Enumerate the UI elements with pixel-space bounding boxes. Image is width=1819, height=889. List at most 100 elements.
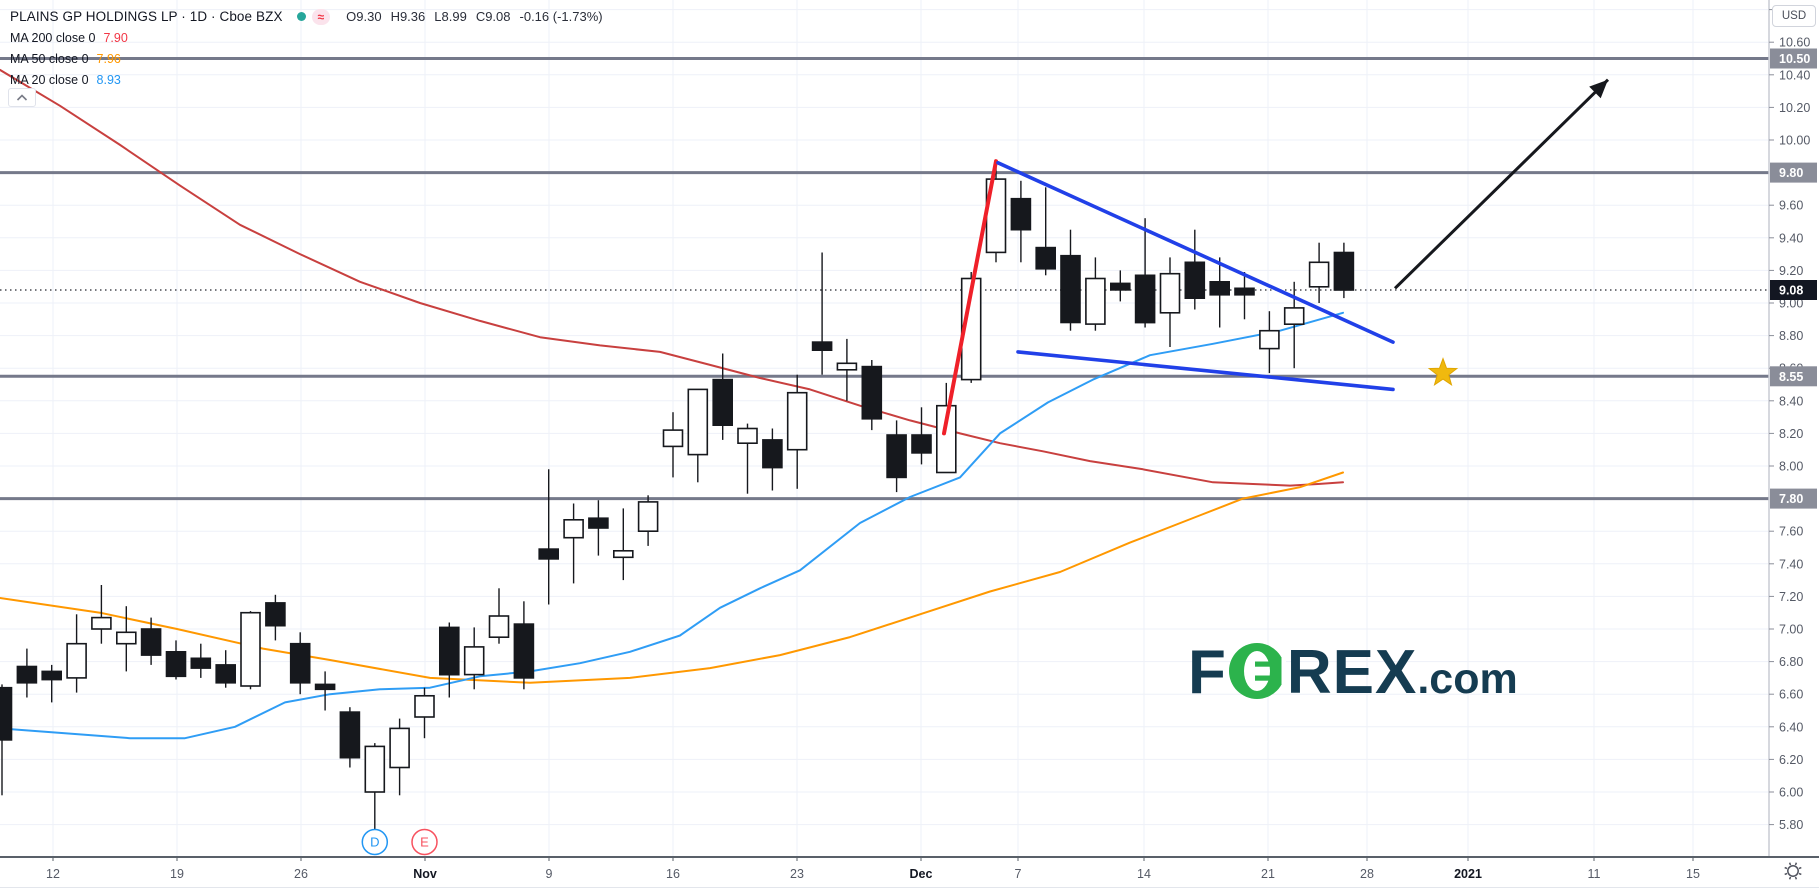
- svg-text:10.20: 10.20: [1779, 101, 1810, 115]
- forex-com-watermark: F REX .com: [1188, 637, 1518, 707]
- svg-text:15: 15: [1686, 867, 1700, 881]
- candle: [1010, 197, 1032, 231]
- candle: [1209, 280, 1230, 296]
- candle: [1283, 307, 1305, 325]
- price-axis[interactable]: 10.8010.6010.4010.2010.009.609.409.209.0…: [1768, 0, 1819, 889]
- candle: [836, 362, 858, 371]
- candle: [140, 628, 162, 656]
- candle: [339, 711, 361, 759]
- star-marker[interactable]: [1427, 357, 1459, 386]
- svg-text:23: 23: [790, 867, 804, 881]
- candle: [886, 434, 907, 479]
- ma200-label: MA 200 close 0: [10, 30, 96, 45]
- svg-text:14: 14: [1137, 867, 1151, 881]
- symbol-title[interactable]: PLAINS GP HOLDINGS LP · 1D · Cboe BZX: [10, 9, 283, 24]
- candles-layer[interactable]: [0, 162, 1355, 832]
- candle: [662, 429, 684, 448]
- svg-text:10.50: 10.50: [1779, 52, 1810, 66]
- horizontal-level-lines[interactable]: [0, 57, 1769, 501]
- approx-data-badge[interactable]: ≈: [311, 8, 331, 25]
- svg-text:6.60: 6.60: [1779, 688, 1803, 702]
- currency-unit-button[interactable]: USD: [1772, 5, 1816, 27]
- candle: [0, 686, 13, 741]
- candle: [488, 615, 510, 639]
- candle: [215, 664, 236, 684]
- svg-text:6.40: 6.40: [1779, 720, 1803, 734]
- svg-text:8.20: 8.20: [1779, 427, 1803, 441]
- ma200-value: 7.90: [103, 30, 128, 45]
- svg-text:6.00: 6.00: [1779, 786, 1803, 800]
- ma-200-line[interactable]: [0, 68, 1344, 487]
- candle: [364, 745, 386, 793]
- ma50-label: MA 50 close 0: [10, 51, 89, 66]
- svg-text:9.08: 9.08: [1779, 284, 1803, 298]
- price-badge-9.80: 9.80: [1770, 162, 1817, 183]
- svg-text:5.80: 5.80: [1779, 818, 1803, 832]
- ma20-label: MA 20 close 0: [10, 72, 89, 87]
- earnings-marker[interactable]: E: [411, 828, 438, 856]
- candle: [66, 642, 87, 679]
- ma20-row[interactable]: MA 20 close 0 8.93: [10, 69, 603, 90]
- ma200-row[interactable]: MA 200 close 0 7.90: [10, 27, 603, 48]
- svg-text:6.80: 6.80: [1779, 655, 1803, 669]
- candle: [762, 439, 783, 469]
- ma-20-line[interactable]: [0, 311, 1344, 740]
- price-badge-8.55: 8.55: [1770, 366, 1817, 387]
- wedge-upper-trendline[interactable]: [996, 161, 1395, 344]
- candle: [612, 549, 634, 559]
- candle: [165, 650, 187, 678]
- ma20-value: 8.93: [96, 72, 121, 87]
- svg-text:10.60: 10.60: [1779, 36, 1810, 50]
- red-impulse-trendline[interactable]: [942, 159, 998, 436]
- candle: [16, 665, 38, 684]
- ohlc-readout: O9.30 H9.36 L8.99 C9.08 -0.16 (-1.73%): [346, 9, 602, 24]
- svg-text:28: 28: [1360, 867, 1374, 881]
- legend-collapse-button[interactable]: [8, 88, 36, 107]
- price-badge-9.08: 9.08: [1770, 280, 1817, 300]
- time-axis[interactable]: 12 19 26 Nov 9 16 23 Dec 7 14 21 28 2021 11 15: [0, 856, 1819, 889]
- svg-text:19: 19: [170, 867, 184, 881]
- candle: [712, 378, 734, 427]
- settings-icon[interactable]: [1784, 862, 1802, 880]
- high-value: H9.36: [390, 9, 426, 24]
- svg-text:7: 7: [1015, 867, 1022, 881]
- ma-50-line[interactable]: [0, 471, 1344, 684]
- candle: [811, 341, 833, 352]
- candle: [1035, 246, 1056, 270]
- legend: PLAINS GP HOLDINGS LP · 1D · Cboe BZX ≈ …: [10, 6, 603, 90]
- wedge-lower-trendline[interactable]: [1016, 350, 1395, 392]
- candle: [1060, 254, 1081, 324]
- change-value: -0.16 (-1.73%): [519, 9, 603, 24]
- svg-text:8.00: 8.00: [1779, 460, 1803, 474]
- symbol-row[interactable]: PLAINS GP HOLDINGS LP · 1D · Cboe BZX ≈ …: [10, 6, 603, 27]
- candle: [1308, 261, 1330, 288]
- candle: [463, 646, 485, 676]
- svg-text:8.80: 8.80: [1779, 329, 1803, 343]
- svg-text:9.20: 9.20: [1779, 264, 1803, 278]
- svg-text:10.40: 10.40: [1779, 68, 1810, 82]
- candle: [438, 626, 460, 676]
- candle: [637, 501, 659, 532]
- candle: [1159, 272, 1181, 314]
- svg-text:2021: 2021: [1454, 867, 1482, 881]
- svg-text:E: E: [420, 835, 429, 850]
- svg-text:8.40: 8.40: [1779, 394, 1803, 408]
- candle: [41, 670, 63, 681]
- candle: [314, 683, 336, 691]
- watermark-letters-rex: REX: [1286, 637, 1418, 707]
- svg-text:Nov: Nov: [413, 867, 437, 881]
- dividend-marker[interactable]: D: [361, 828, 389, 856]
- candle: [91, 616, 112, 630]
- price-badge-10.50: 10.50: [1770, 48, 1817, 69]
- candle: [687, 388, 709, 456]
- candle: [935, 404, 957, 474]
- svg-text:11: 11: [1588, 867, 1601, 881]
- candle: [190, 657, 212, 669]
- ma50-row[interactable]: MA 50 close 0 7.96: [10, 48, 603, 69]
- candle: [1110, 282, 1131, 291]
- projection-arrow[interactable]: [1393, 78, 1610, 290]
- svg-text:6.20: 6.20: [1779, 753, 1803, 767]
- svg-text:7.00: 7.00: [1779, 623, 1803, 637]
